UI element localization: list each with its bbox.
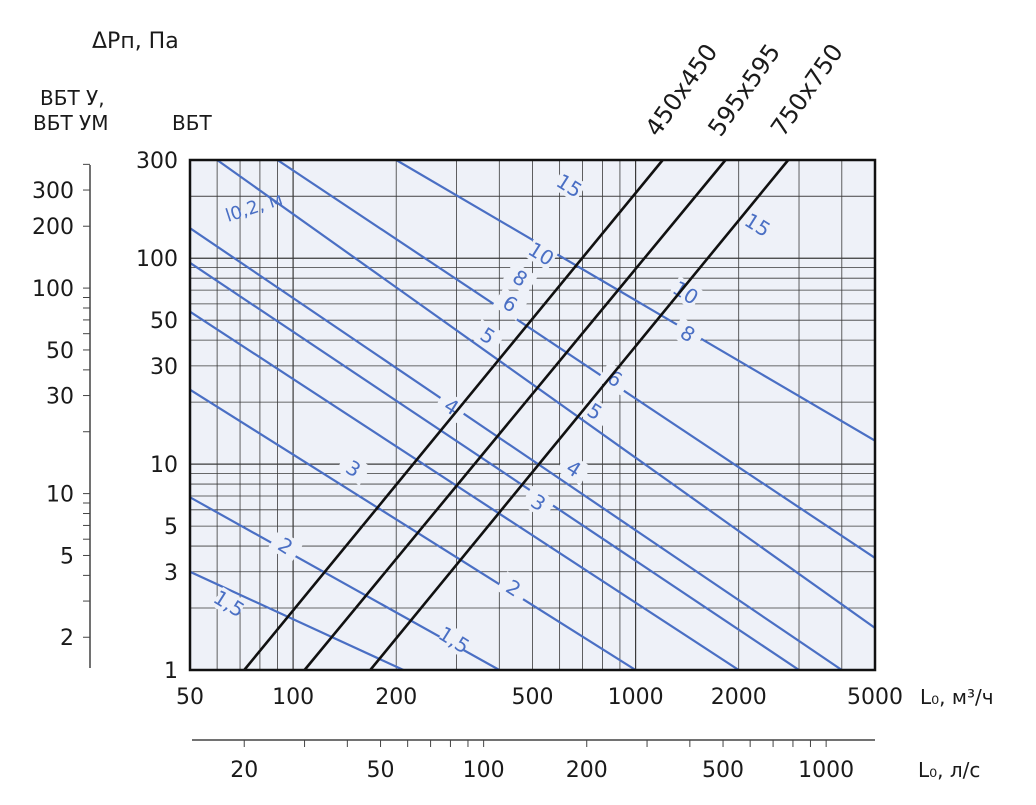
y-axis-left-header-line1: ВБТ У, [40,86,105,110]
isoline-label-bg [667,275,704,310]
isoline-6 [190,227,843,670]
y-tick-label-left: 100 [32,277,74,302]
x2-tick-label: 200 [566,758,608,783]
x2-axis-label: L₀, л/с [918,758,980,782]
outlet-line-595x595 [303,159,727,671]
x-tick-label: 100 [272,685,314,710]
y-axis-left-header-line2: ВБТ УМ [33,111,108,135]
isoline-label-bg [739,208,776,242]
isoline-label-bg [502,261,538,295]
y-tick-label-main: 1 [164,659,178,684]
isoline-group [190,160,875,670]
x-tick-label: 5000 [847,685,903,710]
x-tick-label: 200 [375,685,417,710]
x-axis-label: L₀, м³/ч [920,685,994,709]
isoline-label-bg [577,394,613,429]
y-tick-label-main: 5 [164,515,178,540]
y-tick-label-main: 100 [136,247,178,272]
y-axis-main-header: ВБТ [172,111,212,135]
y-tick-label-left: 2 [60,626,74,651]
isoline-4 [190,310,740,670]
y-tick-label-main: 50 [150,309,178,334]
isoline-label-bg [551,168,587,203]
isoline-label-bg [556,451,592,486]
x-tick-label: 500 [512,685,554,710]
plot-frame [188,158,877,672]
x2-tick-label: 500 [702,758,744,783]
y-tick-label-main: 10 [150,453,178,478]
isoline-15 [395,160,875,442]
x2-tick-label: 20 [230,758,258,783]
y-tick-label-left: 30 [46,385,74,410]
isoline-label-bg [433,389,470,424]
x-tick-label: 1000 [608,685,664,710]
outlet-line-450x450 [243,159,664,671]
isoline-10 [276,160,875,559]
isoline-label-bg [492,287,528,321]
x2-tick-label: 50 [367,758,395,783]
y-tick-label-main: 3 [164,561,178,586]
isoline-label-bg [523,237,559,271]
isoline-label-bg [335,451,372,486]
x2-tick-label: 1000 [798,758,854,783]
y-axis-label: ΔPп, Па [92,29,179,54]
isoline-label-bg [670,316,706,351]
isoline-label-bg [267,529,304,563]
outlet-line-750x750 [369,159,790,671]
y-tick-label-left: 300 [32,179,74,204]
isoline-8 [216,160,875,629]
y-tick-label-left: 10 [46,483,74,508]
y-tick-label-main: 30 [150,355,178,380]
isoline-3 [190,388,637,670]
y-tick-label-left: 5 [60,544,74,569]
isoline-5 [190,261,800,670]
isoline-label-bg [211,586,247,621]
y-tick-label-main: 300 [136,149,178,174]
isoline-label-bg [495,571,532,605]
y-tick-label-left: 200 [32,215,74,240]
x2-tick-label: 100 [463,758,505,783]
x-tick-label: 50 [176,685,204,710]
labels: ΔPп, Па ВБТ У, ВБТ УМ ВБТ L₀, м³/ч L₀, л… [33,29,994,782]
isoline-label-bg [597,361,633,396]
x-tick-label: 2000 [711,685,767,710]
isoline-label-bg [520,485,557,520]
isoline-label-bg [470,319,506,353]
y-tick-label-left: 50 [46,339,74,364]
isoline-label-bg [436,623,472,657]
isoline-1-5 [190,570,404,670]
